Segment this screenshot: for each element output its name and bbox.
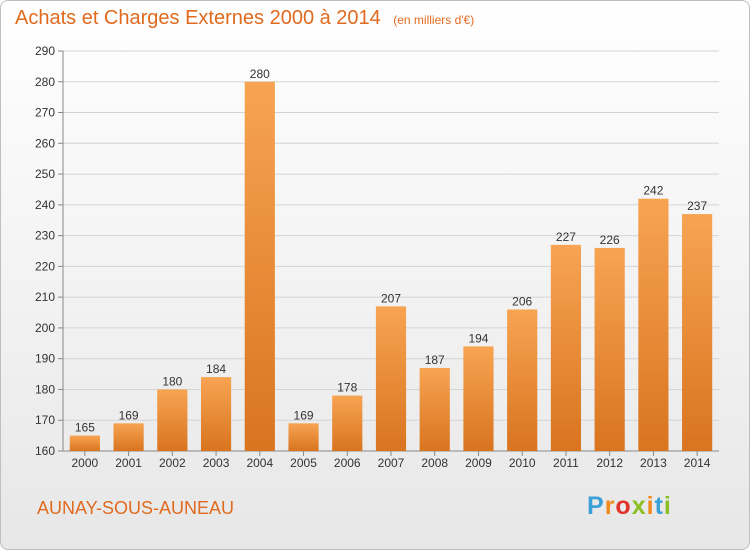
y-tick-label: 200	[35, 321, 55, 335]
chart-title-block: Achats et Charges Externes 2000 à 2014 (…	[15, 7, 474, 30]
x-tick-label-2011: 2011	[553, 456, 579, 470]
city-name: AUNAY-SOUS-AUNEAU	[37, 498, 235, 518]
value-label-2008: 187	[425, 353, 445, 367]
value-label-2002: 180	[162, 374, 182, 388]
value-label-2007: 207	[381, 291, 401, 305]
logo-letter: r	[604, 492, 616, 520]
x-tick-label-2000: 2000	[72, 456, 99, 470]
y-tick-label: 280	[35, 75, 55, 89]
y-tick-label: 160	[35, 444, 55, 458]
y-tick-label: 260	[35, 136, 55, 150]
logo-letter: o	[615, 492, 632, 520]
bars	[69, 81, 713, 452]
y-tick-label: 170	[35, 413, 55, 427]
y-tick-label: 240	[35, 198, 55, 212]
value-label-2003: 184	[206, 362, 226, 376]
x-tick-label-2003: 2003	[203, 456, 230, 470]
x-tick-label-2007: 2007	[378, 456, 405, 470]
x-tick-label-2013: 2013	[640, 456, 667, 470]
x-tick-label-2005: 2005	[290, 456, 317, 470]
value-label-2004: 280	[250, 67, 270, 81]
x-tick-label-2014: 2014	[684, 456, 711, 470]
y-tick-label: 210	[35, 290, 55, 304]
x-tick-label-2009: 2009	[465, 456, 492, 470]
bar-2013	[638, 198, 669, 451]
value-label-2012: 226	[600, 233, 620, 247]
proxiti-logo: Proxiti	[587, 492, 672, 521]
logo-letter: P	[587, 492, 605, 520]
bar-2002	[157, 389, 188, 451]
value-label-2001: 169	[119, 408, 139, 422]
value-label-2013: 242	[643, 184, 663, 198]
bar-2000	[69, 435, 100, 451]
logo-letter: x	[631, 492, 647, 520]
y-tick-label: 220	[35, 259, 55, 273]
x-tick-label-2001: 2001	[115, 456, 142, 470]
value-label-2006: 178	[337, 381, 357, 395]
x-tick-label-2008: 2008	[421, 456, 448, 470]
bar-2014	[682, 214, 713, 451]
chart-unit: (en milliers d'€)	[393, 13, 475, 27]
bar-2004	[244, 81, 275, 452]
value-label-2009: 194	[468, 331, 488, 345]
bar-2007	[375, 306, 407, 451]
value-label-2011: 227	[556, 230, 576, 244]
labels: 160 170 180 190 200 210 220 230 240 250 260 270 280 2…	[35, 44, 711, 470]
y-tick-label: 290	[35, 44, 55, 58]
value-label-2000: 165	[75, 421, 95, 435]
x-tick-label-2006: 2006	[334, 456, 361, 470]
y-tick-label: 190	[35, 352, 55, 366]
value-label-2010: 206	[512, 294, 532, 308]
value-label-2005: 169	[294, 408, 314, 422]
bar-2012	[594, 247, 625, 451]
bar-2003	[200, 377, 232, 451]
bar-2008	[419, 367, 450, 451]
bar-2011	[550, 244, 582, 451]
bar-2006	[332, 395, 363, 451]
chart-title: Achats et Charges Externes 2000 à 2014	[15, 7, 381, 29]
y-tick-label: 180	[35, 382, 55, 396]
bar-2009	[463, 346, 494, 451]
bar-2010	[507, 309, 538, 451]
y-tick-label: 230	[35, 229, 55, 243]
y-tick-label: 270	[35, 106, 55, 120]
bar-2001	[113, 423, 144, 451]
y-tick-label: 250	[35, 167, 55, 181]
logo-letter: i	[646, 492, 655, 520]
x-tick-label-2004: 2004	[246, 456, 273, 470]
x-tick-label-2010: 2010	[509, 456, 536, 470]
logo-letter: i	[663, 492, 672, 520]
x-tick-label-2002: 2002	[159, 456, 186, 470]
x-tick-label-2012: 2012	[596, 456, 623, 470]
logo-letter: t	[654, 492, 664, 520]
bar-2005	[288, 423, 319, 451]
value-label-2014: 237	[687, 199, 707, 213]
